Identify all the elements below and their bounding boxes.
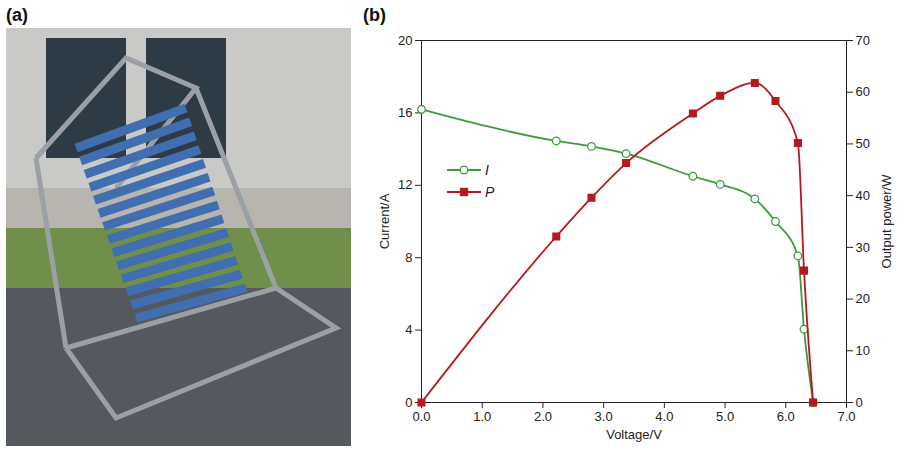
svg-text:2.0: 2.0 [534,409,552,424]
svg-text:8: 8 [405,250,412,265]
svg-text:5.0: 5.0 [716,409,734,424]
svg-text:20: 20 [398,33,412,48]
svg-text:0: 0 [405,395,412,410]
svg-text:12: 12 [398,177,412,192]
svg-text:0: 0 [856,395,863,410]
svg-text:16: 16 [398,105,412,120]
svg-text:20: 20 [856,291,870,306]
svg-text:50: 50 [856,136,870,151]
html-text:(a): (a) [6,5,28,25]
html-text:P: P [485,184,495,201]
svg-text:Current/A: Current/A [377,193,392,249]
svg-text:40: 40 [856,188,870,203]
svg-text:6.0: 6.0 [777,409,795,424]
svg-text:Voltage/V: Voltage/V [606,427,662,442]
svg-text:4.0: 4.0 [655,409,673,424]
html-text:I: I [485,162,489,179]
svg-text:60: 60 [856,84,870,99]
svg-text:10: 10 [856,343,870,358]
svg-text:70: 70 [856,33,870,48]
svg-text:1.0: 1.0 [473,409,491,424]
svg-text:0.0: 0.0 [412,409,430,424]
svg-text:30: 30 [856,240,870,255]
svg-text:4: 4 [405,322,412,337]
svg-text:7.0: 7.0 [837,409,855,424]
svg-text:3.0: 3.0 [595,409,613,424]
svg-text:Output power/W: Output power/W [879,174,894,269]
html-text:(b): (b) [363,5,386,25]
